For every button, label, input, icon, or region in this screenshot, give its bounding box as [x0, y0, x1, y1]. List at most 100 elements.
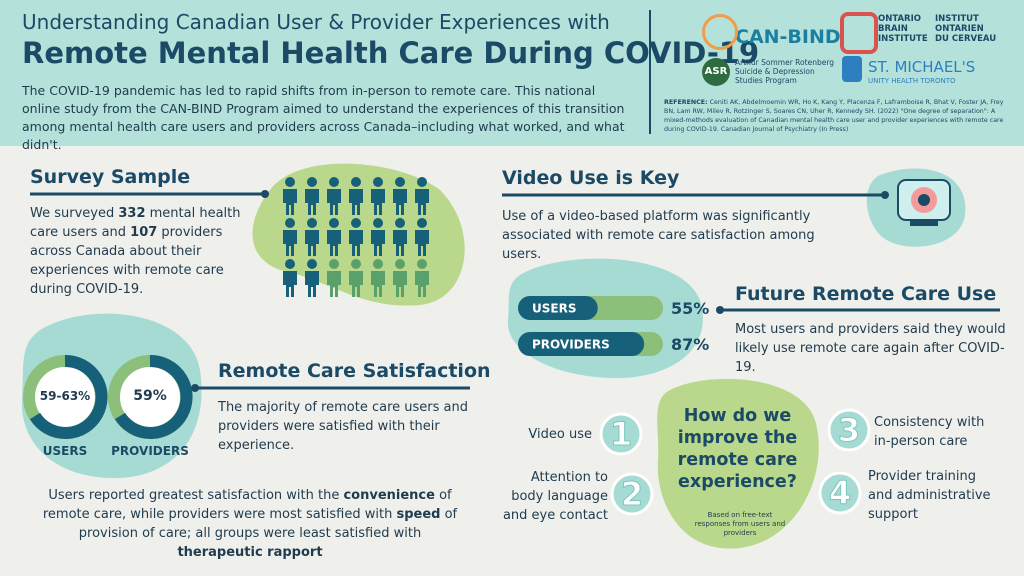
- item-text: Video use: [528, 427, 592, 442]
- text: 107: [130, 225, 158, 240]
- person-head: [417, 218, 427, 228]
- person-body: [349, 271, 363, 297]
- logo-line: ONTARIEN: [935, 24, 984, 34]
- person-body: [327, 189, 341, 215]
- text: Users reported greatest satisfaction wit…: [48, 488, 344, 503]
- heading: Remote Care Satisfaction: [218, 360, 491, 382]
- bar-name: PROVIDERS: [532, 338, 610, 352]
- logo: ST. MICHAEL'S: [868, 58, 976, 76]
- rule-dot: [716, 306, 724, 314]
- logo: CAN-BIND: [735, 26, 841, 48]
- text: convenience: [343, 488, 435, 503]
- item-text: Consistency with in-person care: [874, 415, 985, 449]
- text: of remote care, while providers were mos…: [42, 488, 452, 522]
- person-head: [395, 259, 405, 269]
- logo: INSTITUT ONTARIEN DU CERVEAU: [935, 14, 996, 44]
- badge: [610, 472, 654, 516]
- paragraph: Users reported greatest satisfaction wit…: [35, 486, 465, 562]
- person-head: [329, 259, 339, 269]
- bar: [518, 296, 598, 320]
- badge: [818, 471, 862, 515]
- people-icons: [283, 177, 429, 297]
- rule-dot: [881, 191, 889, 199]
- person-head: [373, 177, 383, 187]
- person-body: [305, 230, 319, 256]
- paragraph: The majority of remote care users and pr…: [218, 400, 468, 453]
- person-head: [285, 177, 295, 187]
- item-text: Attention to body language and eye conta…: [502, 470, 608, 523]
- person-body: [415, 189, 429, 215]
- person-head: [307, 259, 317, 269]
- paragraph: We surveyed 332 mental health care users…: [30, 204, 260, 299]
- person-head: [395, 177, 405, 187]
- person-head: [373, 218, 383, 228]
- logo-line: BRAIN: [878, 24, 908, 34]
- logo-line: INSTITUT: [935, 14, 979, 24]
- person-head: [373, 259, 383, 269]
- heading: Video Use is Key: [502, 167, 680, 189]
- logo-mark: [702, 14, 738, 50]
- logo-line: INSTITUTE: [878, 34, 928, 44]
- heading: Survey Sample: [30, 166, 191, 188]
- donut-name: USERS: [42, 444, 88, 458]
- donut-name: PROVIDERS: [111, 444, 189, 458]
- bar-label: 55%: [671, 299, 709, 318]
- bar-name: USERS: [532, 302, 576, 316]
- badge-number: 1: [610, 415, 632, 453]
- rule-dot: [191, 384, 199, 392]
- reference-text: Ceniti AK, Abdelmoemin WR, Ho K, Kang Y,…: [664, 99, 1004, 133]
- person-body: [349, 189, 363, 215]
- person-head: [395, 218, 405, 228]
- person-body: [283, 230, 297, 256]
- intro: The COVID-19 pandemic has led to rapid s…: [22, 83, 625, 152]
- logo-line: ONTARIO: [878, 14, 921, 24]
- donut-label: 59-63%: [39, 389, 91, 403]
- logo-line: Suicide & Depression: [735, 67, 815, 76]
- person-head: [329, 177, 339, 187]
- text: We surveyed: [30, 206, 119, 221]
- rule-dot: [261, 190, 269, 198]
- text: mental health care users and: [30, 206, 241, 240]
- person-head: [307, 218, 317, 228]
- donuts: [23, 354, 193, 439]
- text: therapeutic rapport: [177, 545, 323, 560]
- heading: How do we improve the remote care experi…: [677, 406, 798, 492]
- person-body: [371, 271, 385, 297]
- person-head: [351, 177, 361, 187]
- badge-number: 3: [838, 411, 860, 449]
- person-head: [285, 259, 295, 269]
- item-text: Provider training and administrative sup…: [868, 469, 991, 522]
- webcam-icon: [897, 179, 951, 226]
- person-body: [349, 230, 363, 256]
- person-body: [415, 230, 429, 256]
- badge: [599, 412, 643, 456]
- logo-line: Arthur Sommer Rotenberg: [735, 58, 835, 67]
- logo-mark: [840, 12, 878, 54]
- text: speed: [396, 507, 441, 522]
- bar-label: 87%: [671, 335, 709, 354]
- logo: UNITY HEALTH TORONTO: [868, 77, 956, 85]
- person-head: [351, 218, 361, 228]
- person-body: [371, 189, 385, 215]
- person-head: [329, 218, 339, 228]
- person-head: [307, 177, 317, 187]
- person-body: [283, 189, 297, 215]
- badge-number: 2: [621, 475, 643, 513]
- logo: ONTARIO BRAIN INSTITUTE: [878, 14, 928, 44]
- note: Based on free-text responses from users …: [694, 511, 786, 537]
- reference-label: REFERENCE:: [664, 99, 708, 106]
- person-head: [417, 259, 427, 269]
- logo: ASR: [702, 58, 730, 86]
- badge: [827, 408, 871, 452]
- person-body: [327, 230, 341, 256]
- person-body: [305, 271, 319, 297]
- person-body: [393, 230, 407, 256]
- paragraph: Most users and providers said they would…: [735, 322, 1006, 375]
- title: Remote Mental Health Care During COVID-1…: [22, 36, 760, 70]
- logo-mark: [842, 56, 862, 82]
- logo-line: DU CERVEAU: [935, 34, 997, 44]
- logo: Arthur Sommer Rotenberg Suicide & Depress…: [735, 58, 834, 85]
- person-body: [393, 189, 407, 215]
